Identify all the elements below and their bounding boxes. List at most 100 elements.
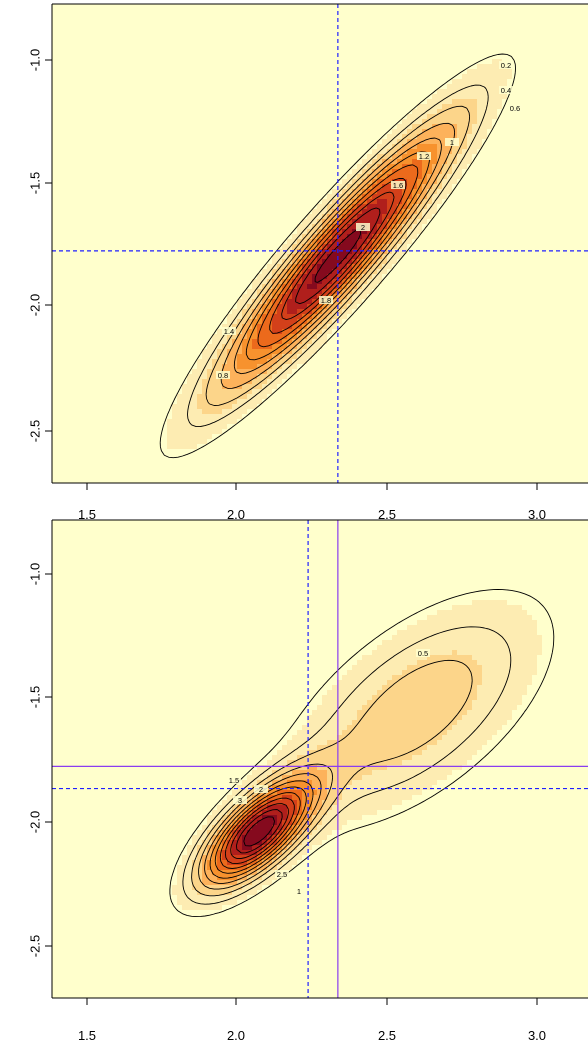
heat-cell <box>342 700 347 705</box>
heat-cell <box>207 349 212 354</box>
heat-cell <box>442 89 447 94</box>
heat-cell <box>437 615 442 620</box>
heat-cell <box>277 289 282 294</box>
heat-cell <box>442 715 447 720</box>
heat-cell <box>417 730 422 735</box>
heat-cell <box>437 755 442 760</box>
heat-cell <box>337 825 342 830</box>
heat-cell <box>277 294 282 299</box>
heat-cell <box>342 720 347 725</box>
heat-cell <box>497 670 502 675</box>
heat-cell <box>362 680 367 685</box>
heat-cell <box>457 174 462 179</box>
heat-cell <box>367 700 372 705</box>
heat-cell <box>287 269 292 274</box>
heat-cell <box>412 154 417 159</box>
heat-cell <box>307 735 312 740</box>
heat-cell <box>337 680 342 685</box>
heat-cell <box>257 294 262 299</box>
contour-lines <box>159 53 516 459</box>
heat-cell <box>422 104 427 109</box>
heat-cell <box>332 780 337 785</box>
heat-cell <box>327 254 332 259</box>
heat-cell <box>202 835 207 840</box>
heat-cell <box>392 249 397 254</box>
heat-cell <box>252 825 257 830</box>
heat-cell <box>497 635 502 640</box>
heat-cell <box>332 730 337 735</box>
heat-cell <box>247 374 252 379</box>
heat-cell <box>412 770 417 775</box>
heat-cell <box>437 745 442 750</box>
heat-cell <box>452 675 457 680</box>
heat-cell <box>347 204 352 209</box>
heat-cell <box>527 645 532 650</box>
heat-cell <box>272 294 277 299</box>
heat-cell <box>322 269 327 274</box>
heat-cell <box>352 299 357 304</box>
heat-cell <box>302 750 307 755</box>
heat-cell <box>332 720 337 725</box>
heat-cell <box>282 319 287 324</box>
heat-cell <box>477 94 482 99</box>
heat-cell <box>187 389 192 394</box>
heat-cell <box>482 650 487 655</box>
heat-cell <box>247 384 252 389</box>
heat-cell <box>252 319 257 324</box>
contour-label-backing <box>216 371 230 379</box>
heat-cell <box>292 760 297 765</box>
heat-cell <box>347 189 352 194</box>
heat-cell <box>362 700 367 705</box>
heat-cell <box>487 625 492 630</box>
heat-cell <box>292 299 297 304</box>
heat-cell <box>322 319 327 324</box>
heat-cell <box>252 880 257 885</box>
heat-cell <box>207 409 212 414</box>
heat-cell <box>287 344 292 349</box>
heat-cell <box>252 334 257 339</box>
heat-cell <box>252 860 257 865</box>
heat-cell <box>472 645 477 650</box>
heat-cell <box>397 735 402 740</box>
heat-cell <box>317 715 322 720</box>
heat-cell <box>432 149 437 154</box>
heat-cell <box>282 314 287 319</box>
heat-cell <box>402 635 407 640</box>
heat-cell <box>412 785 417 790</box>
heat-cell <box>497 69 502 74</box>
heat-cell <box>272 760 277 765</box>
heat-cell <box>197 885 202 890</box>
heat-cell <box>462 715 467 720</box>
heat-cell <box>307 770 312 775</box>
heat-cell <box>412 144 417 149</box>
heat-cell <box>502 710 507 715</box>
heat-cell <box>302 294 307 299</box>
heat-cell <box>307 249 312 254</box>
heat-cell <box>477 84 482 89</box>
heat-cell <box>367 730 372 735</box>
heat-cell <box>287 339 292 344</box>
heat-cell <box>357 700 362 705</box>
heat-cell <box>317 229 322 234</box>
heat-cell <box>202 359 207 364</box>
heat-cell <box>467 665 472 670</box>
heat-cell <box>357 765 362 770</box>
heat-cell <box>492 675 497 680</box>
heat-cell <box>397 249 402 254</box>
heat-cell <box>277 284 282 289</box>
heat-cell <box>387 790 392 795</box>
heat-cell <box>387 154 392 159</box>
heat-cell <box>452 635 457 640</box>
heat-cell <box>192 419 197 424</box>
heat-cell <box>442 139 447 144</box>
heat-cell <box>317 725 322 730</box>
heat-cell <box>227 865 232 870</box>
heat-cell <box>482 129 487 134</box>
heat-cell <box>362 750 367 755</box>
heat-cell <box>462 695 467 700</box>
heat-cell <box>382 645 387 650</box>
heat-cell <box>447 620 452 625</box>
heat-cell <box>437 189 442 194</box>
heat-cell <box>167 424 172 429</box>
heat-cell <box>272 319 277 324</box>
